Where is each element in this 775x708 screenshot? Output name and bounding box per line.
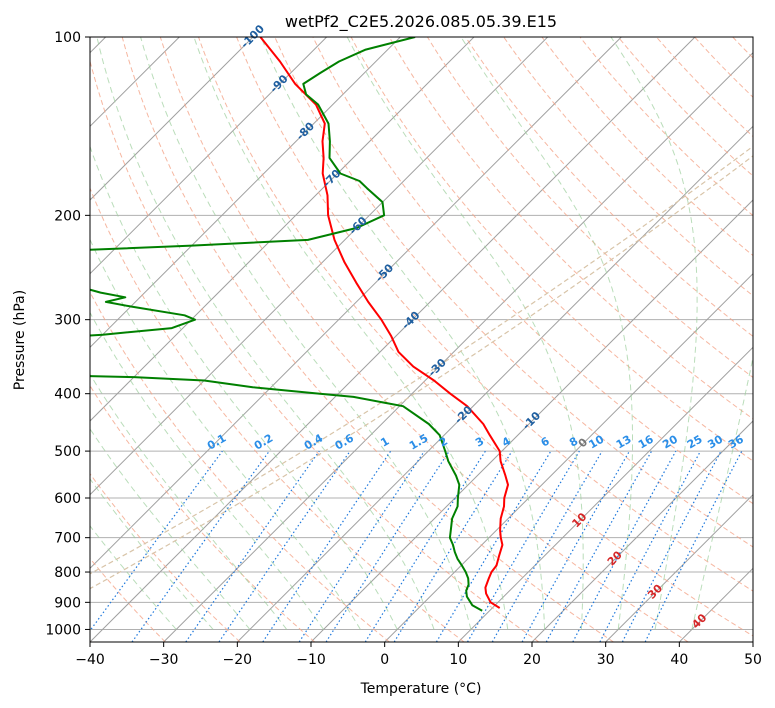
moist-adiabat xyxy=(346,37,584,630)
moist-adiabat xyxy=(260,37,546,630)
x-tick-label: 0 xyxy=(380,652,389,668)
background-lines xyxy=(90,37,775,642)
moist-adiabat xyxy=(90,238,361,630)
x-tick-label: 40 xyxy=(670,652,688,668)
dry-adiabat xyxy=(90,291,390,642)
isotherm-line xyxy=(163,51,753,642)
mixing-ratio-line xyxy=(644,450,743,642)
x-axis-label: Temperature (°C) xyxy=(360,681,482,697)
isotherm-line xyxy=(310,199,753,642)
isotherm-line xyxy=(605,493,753,642)
dewpoint-profile-line xyxy=(90,37,483,612)
temperature-profile-line xyxy=(259,37,509,609)
mixing-ratio-line xyxy=(131,450,270,642)
moist-adiabat xyxy=(96,37,435,630)
isotherm-line xyxy=(90,37,549,496)
moist-adiabat xyxy=(90,311,324,630)
x-tick-label: 50 xyxy=(744,652,762,668)
x-tick-label: −10 xyxy=(296,652,326,668)
isotherm-line xyxy=(90,37,622,570)
moist-adiabat xyxy=(90,478,214,630)
moist-adiabat xyxy=(610,37,698,630)
isotherm-line xyxy=(90,37,328,275)
dry-adiabat xyxy=(90,384,316,642)
y-tick-label: 900 xyxy=(54,595,81,611)
moist-adiabat xyxy=(90,525,177,630)
moist-adiabat xyxy=(460,37,633,630)
y-tick-label: 100 xyxy=(54,30,81,46)
isotherm-line xyxy=(457,346,753,642)
y-tick-label: 300 xyxy=(54,313,81,329)
mixing-ratio-line xyxy=(393,450,513,642)
moist-adiabat xyxy=(691,355,753,630)
dry-adiabat xyxy=(312,37,753,505)
isotherm-line xyxy=(384,272,753,642)
mixing-ratio-line xyxy=(298,450,425,642)
dry-adiabat xyxy=(350,37,753,462)
dry-adiabat xyxy=(90,59,540,642)
curved-guide-line xyxy=(90,155,753,590)
mixing-ratio-line xyxy=(325,450,450,642)
axes: −40 −30 −20 −10 0 10 20 30 40 50 100 200 300 400 500 60… xyxy=(45,30,762,668)
x-tick-label: 20 xyxy=(523,652,541,668)
mixing-ratio-line xyxy=(218,450,351,642)
moist-adiabat xyxy=(193,37,509,630)
moist-adiabat xyxy=(90,427,251,630)
plot-frame xyxy=(89,36,754,643)
dry-adiabat xyxy=(579,37,753,217)
x-tick-label: 30 xyxy=(597,652,615,668)
mixing-ratio-line xyxy=(185,450,320,642)
isotherm-line xyxy=(531,420,753,642)
curved-guide-line xyxy=(90,145,753,575)
dry-adiabat xyxy=(121,37,614,642)
y-axis-label: Pressure (hPa) xyxy=(12,290,28,390)
isotherm-line xyxy=(90,37,401,349)
isotherm-line xyxy=(236,125,753,642)
dry-adiabat xyxy=(426,37,753,378)
isotherm-line xyxy=(752,641,753,642)
y-tick-label: 800 xyxy=(54,565,81,581)
plot-background xyxy=(90,37,753,642)
y-tick-label: 200 xyxy=(54,208,81,224)
x-tick-label: −20 xyxy=(223,652,253,668)
y-tick-label: 700 xyxy=(54,531,81,547)
moist-adiabat xyxy=(90,373,288,630)
dry-adiabat xyxy=(159,37,689,642)
dry-adiabat xyxy=(236,37,753,592)
moist-adiabat xyxy=(140,37,472,630)
mixing-ratio-line xyxy=(262,450,392,642)
dry-adiabat xyxy=(771,37,775,642)
dry-adiabat xyxy=(90,472,241,642)
mixing-ratio-line xyxy=(90,450,223,632)
isotherm-line xyxy=(90,37,475,422)
mixing-ratio-line xyxy=(572,450,677,642)
dry-adiabat xyxy=(465,37,753,337)
mixing-ratio-line xyxy=(545,450,653,642)
chart-title: wetPf2_C2E5.2026.085.05.39.E15 xyxy=(285,12,557,32)
series-lines xyxy=(90,37,509,612)
y-tick-label: 500 xyxy=(54,444,81,460)
x-tick-label: 10 xyxy=(449,652,467,668)
isotherm-line xyxy=(90,37,254,201)
dry-adiabat xyxy=(90,186,465,642)
x-tick-label: −40 xyxy=(75,652,105,668)
y-tick-label: 1000 xyxy=(45,622,81,638)
x-tick-label: −30 xyxy=(149,652,179,668)
dry-adiabat xyxy=(274,37,753,548)
y-tick-label: 600 xyxy=(54,491,81,507)
y-tick-label: 400 xyxy=(54,387,81,403)
mixing-ratio-line xyxy=(521,450,631,642)
